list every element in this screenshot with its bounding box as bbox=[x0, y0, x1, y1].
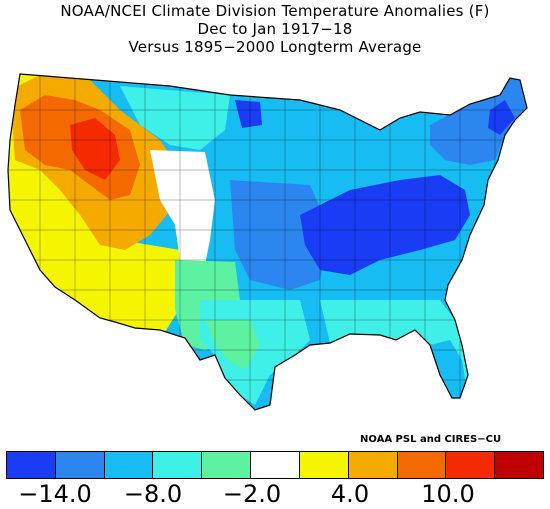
colorbar-swatch bbox=[104, 452, 154, 478]
title-line-2: Dec to Jan 1917−18 bbox=[197, 20, 353, 38]
colorbar-tick-label: −8.0 bbox=[123, 480, 183, 508]
colorbar-swatch bbox=[397, 452, 447, 478]
colorbar-swatch bbox=[202, 452, 252, 478]
colorbar-tick-label: 10.0 bbox=[421, 480, 475, 508]
colorbar-swatch bbox=[446, 452, 496, 478]
source-credit: NOAA PSL and CIRES−CU bbox=[360, 434, 502, 445]
region-minnesota-deepblue bbox=[235, 100, 262, 128]
region-idaho-red bbox=[70, 118, 120, 180]
colorbar-swatch bbox=[153, 452, 203, 478]
colorbar-swatch bbox=[348, 452, 398, 478]
title-line-1: NOAA/NCEI Climate Division Temperature A… bbox=[60, 2, 490, 20]
region-plains-blue bbox=[230, 180, 330, 290]
colorbar-tick-label: −2.0 bbox=[222, 480, 282, 508]
colorbar-swatch bbox=[7, 452, 56, 478]
map-title: NOAA/NCEI Climate Division Temperature A… bbox=[0, 2, 550, 56]
region-northeast-blue bbox=[430, 78, 527, 165]
title-line-3: Versus 1895−2000 Longterm Average bbox=[128, 38, 422, 56]
region-florida bbox=[430, 340, 466, 398]
colorbar-tick-label: −14.0 bbox=[18, 480, 92, 508]
us-anomaly-map bbox=[7, 73, 528, 411]
colorbar-swatch bbox=[55, 452, 105, 478]
region-montana-cyan bbox=[120, 86, 230, 150]
region-central-west-white bbox=[150, 150, 215, 265]
color-scale-bar bbox=[6, 451, 544, 479]
region-southeast-cyan bbox=[320, 300, 468, 398]
colorbar-swatch bbox=[495, 452, 543, 478]
colorbar-swatch bbox=[251, 452, 300, 478]
division-borders bbox=[8, 74, 527, 410]
colorbar-tick-label: 4.0 bbox=[330, 480, 370, 508]
region-texas-green bbox=[205, 320, 260, 370]
colorbar-swatch bbox=[299, 452, 349, 478]
